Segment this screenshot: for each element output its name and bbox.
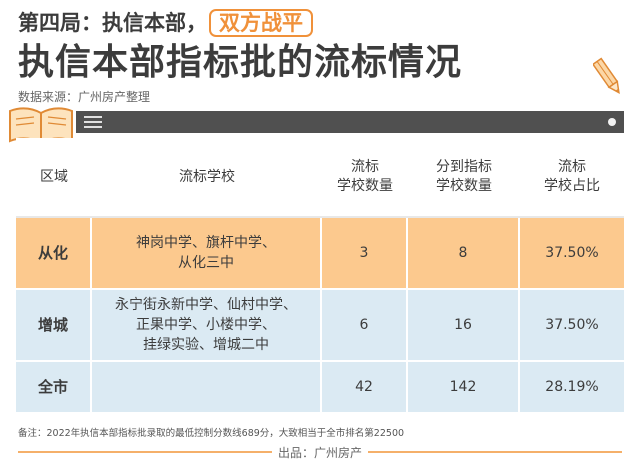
footnote: 备注：2022年执信本部指标批录取的最低控制分数线689分，大致相当于全市排名第…: [18, 428, 405, 439]
schools-line: 从化三中: [178, 255, 234, 271]
cell-schools: [92, 362, 322, 414]
cell-area: 增城: [16, 290, 92, 362]
data-table: 区域 流标学校 流标学校数量 分到指标学校数量 流标学校占比 从化 神岗中学、旗…: [16, 138, 624, 414]
table-header-row: 区域 流标学校 流标学校数量 分到指标学校数量 流标学校占比: [16, 138, 624, 218]
header-count-line2: 学校数量: [337, 178, 393, 194]
schools-line: 神岗中学、旗杆中学、: [136, 235, 276, 251]
header-count: 流标 学校数量: [322, 138, 408, 218]
cell-ratio: 37.50%: [520, 290, 624, 362]
cell-assigned: 8: [408, 218, 520, 290]
menu-icon: [84, 116, 102, 128]
pencil-icon: [593, 57, 620, 94]
window-title-bar: [76, 111, 624, 133]
cell-area: 从化: [16, 218, 92, 290]
cell-area: 全市: [16, 362, 92, 414]
data-source: 数据来源：广州房产整理: [18, 90, 151, 104]
header-assigned-line1: 分到指标: [436, 159, 492, 175]
schools-line: 永宁街永新中学、仙村中学、: [115, 297, 297, 313]
title-line-1: 第四局：执信本部， 双方战平: [18, 8, 313, 38]
cell-assigned: 142: [408, 362, 520, 414]
header-ratio: 流标 学校占比: [520, 138, 624, 218]
header-assigned: 分到指标 学校数量: [408, 138, 520, 218]
table-row: 全市 42 142 28.19%: [16, 362, 624, 414]
header-ratio-line1: 流标: [558, 159, 586, 175]
cell-count: 6: [322, 290, 408, 362]
cell-schools: 永宁街永新中学、仙村中学、 正果中学、小楼中学、 挂绿实验、增城二中: [92, 290, 322, 362]
header: 第四局：执信本部， 双方战平 执信本部指标批的流标情况 数据来源：广州房产整理: [18, 8, 622, 104]
header-ratio-line2: 学校占比: [544, 178, 600, 194]
header-area: 区域: [16, 138, 92, 218]
footer-credit: 出品：广州房产: [271, 443, 368, 461]
table-row: 增城 永宁街永新中学、仙村中学、 正果中学、小楼中学、 挂绿实验、增城二中 6 16…: [16, 290, 624, 362]
page-title: 执信本部指标批的流标情况: [18, 42, 463, 83]
header-assigned-line2: 学校数量: [436, 178, 492, 194]
title-prefix: 第四局：执信本部，: [18, 11, 207, 35]
cell-count: 3: [322, 218, 408, 290]
cell-ratio: 37.50%: [520, 218, 624, 290]
table-row: 从化 神岗中学、旗杆中学、 从化三中 3 8 37.50%: [16, 218, 624, 290]
footer: 出品：广州房产: [0, 440, 640, 464]
header-schools: 流标学校: [92, 138, 322, 218]
schools-line: 挂绿实验、增城二中: [143, 337, 269, 353]
cell-assigned: 16: [408, 290, 520, 362]
cell-ratio: 28.19%: [520, 362, 624, 414]
cell-count: 42: [322, 362, 408, 414]
cell-schools: 神岗中学、旗杆中学、 从化三中: [92, 218, 322, 290]
header-count-line1: 流标: [351, 159, 379, 175]
dot-icon: [608, 118, 616, 126]
title-highlight-badge: 双方战平: [209, 9, 313, 37]
schools-line: 正果中学、小楼中学、: [136, 317, 276, 333]
